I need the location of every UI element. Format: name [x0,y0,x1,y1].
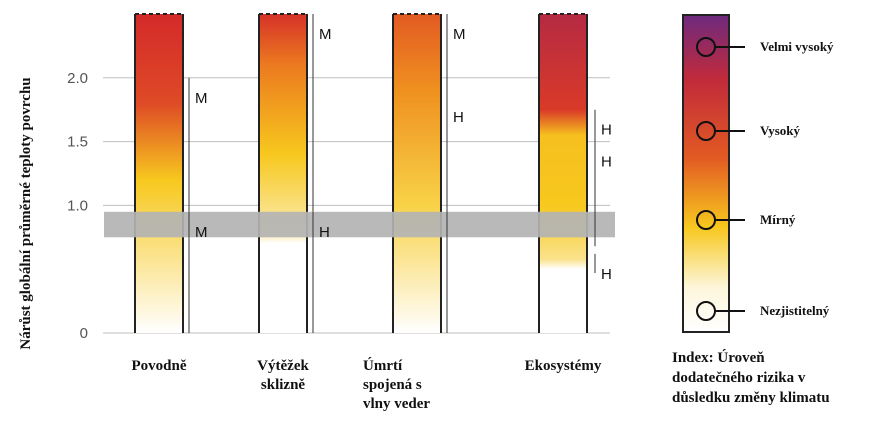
confidence-label: M [195,224,208,241]
risk-bar [259,14,307,333]
legend-title: dodatečného rizika v [672,370,806,386]
confidence-label: H [601,122,612,139]
category-label: sklizně [261,377,306,393]
legend-level-label: Mírný [760,212,796,227]
legend-title: Index: Úroveň [672,349,765,366]
category-label: Povodně [131,358,186,374]
category-label: Výtěžek [257,358,309,374]
confidence-label: H [319,224,330,241]
confidence-label: H [601,266,612,283]
y-tick-label: 1.0 [67,197,88,214]
confidence-label: H [453,109,464,126]
confidence-label: M [319,26,332,43]
legend-title: důsledku změny klimatu [672,390,830,406]
category-label: spojená s [363,377,422,393]
category-label: Ekosystémy [525,358,602,374]
category-label: vlny veder [363,396,430,412]
confidence-label: H [601,154,612,171]
legend-level-label: Vysoký [760,123,800,138]
y-tick-label: 1.5 [67,134,88,151]
risk-bar [539,14,587,333]
y-axis-label: Nárůst globální průměrné teploty povrchu [18,77,34,349]
risk-bar [393,14,441,333]
legend-color-scale [682,14,730,333]
risk-bar [135,14,183,333]
confidence-label: M [195,90,208,107]
category-label: Úmrtí [363,357,403,374]
y-tick-label: 2.0 [67,70,88,87]
legend-level-label: Nezjistitelný [760,303,830,318]
legend-level-label: Velmi vysoký [760,39,834,54]
present-day-band [104,211,615,238]
confidence-label: M [453,26,466,43]
y-tick-label: 0 [80,325,88,342]
